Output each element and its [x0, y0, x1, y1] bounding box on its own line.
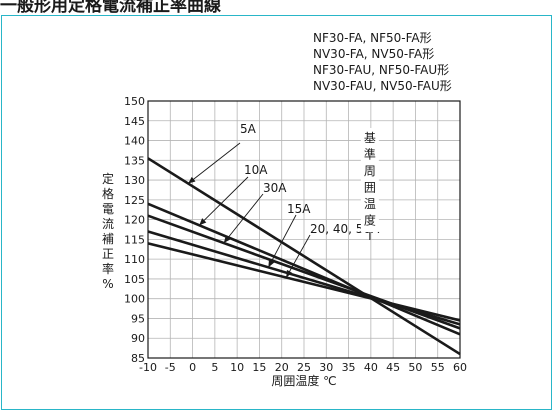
y-tick-label: 150 [124, 95, 145, 108]
page-title-cut: 一般形用定格電流補正率曲線 [0, 0, 221, 16]
x-tick-label: 5 [211, 361, 218, 374]
page-header: 一般形用定格電流補正率曲線 [0, 0, 555, 16]
y-tick-label: 135 [124, 154, 145, 167]
reference-label-char: 基 [364, 131, 376, 145]
leader-line [285, 234, 311, 278]
x-tick-label: 60 [453, 361, 467, 374]
y-axis-title-char: 正 [102, 247, 114, 261]
leader-line [198, 176, 249, 226]
leader-arrowhead [199, 218, 207, 226]
y-tick-label: 100 [124, 293, 145, 306]
leader-line [267, 214, 297, 268]
leader-arrowhead [268, 259, 275, 268]
x-tick-label: 45 [386, 361, 400, 374]
reference-label-char: 周 [364, 164, 376, 178]
y-tick-label: 115 [124, 233, 145, 246]
series-lines [147, 157, 461, 356]
leader-line [187, 142, 241, 184]
grid-lines [147, 100, 461, 359]
y-axis-title-char: 率 [102, 261, 114, 276]
y-tick-label: 90 [131, 332, 145, 345]
series-label: 30A [263, 181, 287, 195]
reference-label-char: 準 [364, 147, 376, 162]
series-label: 15A [287, 202, 311, 216]
x-tick-label: 15 [252, 361, 266, 374]
leader-line [223, 193, 264, 244]
y-tick-label: 95 [131, 312, 145, 325]
x-tick-label: 50 [408, 361, 422, 374]
label-leaders [187, 142, 311, 278]
x-tick-label: 35 [342, 361, 356, 374]
leader-arrowhead [286, 269, 293, 278]
x-tick-label: -10 [139, 361, 157, 374]
chart-frame [1, 15, 552, 410]
y-tick-label: 125 [124, 194, 145, 207]
series-label: 10A [244, 163, 268, 177]
model-line: NV30-FA, NV50-FA形 [313, 47, 434, 61]
y-tick-label: 110 [124, 253, 145, 266]
y-tick-label: 120 [124, 214, 145, 227]
model-line: NF30-FA, NF50-FA形 [313, 31, 432, 45]
x-tick-label: 10 [230, 361, 244, 374]
y-axis-title-char: 定 [102, 171, 114, 186]
axes: -10 -5 0 5 10 15 20 25 30 35 40 45 50 55 60 85 90 95 100 10… [102, 95, 467, 388]
x-tick-label: 30 [319, 361, 333, 374]
y-tick-label: 140 [124, 135, 145, 148]
y-tick-label: 105 [124, 273, 145, 286]
model-legend: NF30-FA, NF50-FA形 NV30-FA, NV50-FA形 NF30… [313, 31, 452, 93]
y-axis-title-char: % [102, 277, 113, 291]
y-tick-label: 145 [124, 115, 145, 128]
y-axis-title-char: 電 [102, 202, 114, 216]
model-line: NF30-FAU, NF50-FAU形 [313, 63, 449, 77]
reference-label-char: 度 [364, 213, 376, 228]
leader-arrowhead [223, 235, 231, 244]
x-tick-label: 40 [364, 361, 378, 374]
series-line [147, 202, 461, 336]
y-tick-label: 85 [131, 352, 145, 365]
series-label: 5A [240, 122, 257, 136]
y-axis-title-char: 格 [102, 186, 114, 201]
x-axis-title: 周囲温度 ℃ [271, 373, 336, 388]
y-axis-title-char: 補 [102, 232, 114, 246]
x-tick-label: 55 [431, 361, 445, 374]
y-axis-title-char: 流 [102, 217, 114, 231]
reference-label-char: 囲 [364, 181, 376, 195]
x-tick-label: 20 [275, 361, 289, 374]
model-line: NV30-FAU, NV50-FAU形 [313, 79, 452, 93]
reference-label-backdrop [360, 128, 379, 232]
leader-arrowhead [188, 176, 196, 184]
series-line [147, 242, 461, 322]
x-tick-label: -5 [165, 361, 176, 374]
x-tick-label: 25 [297, 361, 311, 374]
y-tick-label: 130 [124, 174, 145, 187]
x-tick-label: 0 [189, 361, 196, 374]
plot-border [147, 100, 461, 359]
series-line [147, 157, 461, 356]
reference-label-char: 温 [364, 197, 376, 211]
